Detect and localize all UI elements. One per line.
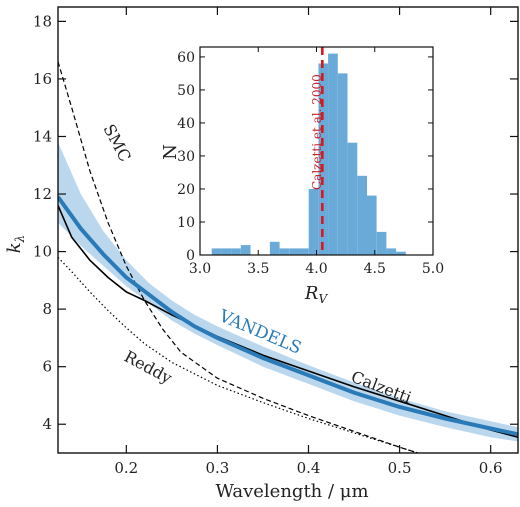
inset-x-tick-label: 4.5 — [364, 261, 386, 277]
histogram-bar — [318, 63, 329, 255]
histogram-bar — [396, 251, 406, 255]
inset-y-tick-label: 60 — [177, 50, 195, 66]
vandels-line — [58, 195, 518, 437]
calzetti-2000-label: Calzetti et al. 2000 — [310, 74, 324, 190]
main-x-tick-label: 0.4 — [297, 459, 321, 477]
main-y-tick-label: 16 — [33, 70, 52, 88]
y-axis-title-main: k — [4, 242, 25, 253]
inset-y-tick-label: 0 — [186, 248, 195, 264]
histogram-bar — [211, 248, 222, 255]
inset-x-axis-title-main: R — [304, 283, 319, 304]
main-x-tick-label: 0.6 — [479, 459, 503, 477]
main-y-tick-label: 14 — [33, 127, 52, 145]
histogram-bar — [308, 189, 319, 255]
main-y-tick-label: 10 — [33, 243, 52, 261]
inset-x-tick-label: 5.0 — [422, 261, 444, 277]
vandels-band-area — [58, 142, 518, 442]
smc-label: SMC — [99, 121, 134, 165]
inset-x-ticks: 3.0 3.5 4.0 4.5 5.0 — [189, 47, 444, 277]
y-axis-title-subscript: λ — [13, 235, 27, 244]
inset-y-tick-label: 40 — [177, 116, 195, 132]
main-y-ticks: 4 6 8 10 12 14 16 18 — [33, 12, 518, 433]
histogram-bar — [269, 241, 280, 255]
y-axis-title: kλ — [4, 235, 27, 254]
histogram-bar — [221, 248, 231, 255]
main-y-tick-label: 6 — [42, 358, 52, 376]
smc-line — [58, 61, 418, 453]
histogram-bar — [376, 231, 387, 255]
histogram-bar — [337, 73, 348, 256]
inset-y-tick-label: 20 — [177, 182, 195, 198]
main-y-tick-label: 8 — [42, 300, 52, 318]
histogram-bar — [386, 248, 397, 255]
main-plot-area: 0.2 0.3 0.4 0.5 0.6 4 6 8 10 12 14 16 18 — [33, 6, 519, 477]
inset-y-tick-label: 50 — [177, 83, 195, 99]
inset-plot-area: 3.0 3.5 4.0 4.5 5.0 0 10 20 30 40 50 60 Calzetti e… — [160, 46, 444, 306]
svg-text:kλ: kλ — [4, 235, 27, 254]
histogram-bar — [289, 248, 300, 255]
main-series-lines — [58, 61, 518, 453]
inset-x-tick-label: 4.0 — [305, 261, 327, 277]
histogram-bar — [347, 142, 358, 255]
main-y-tick-label: 18 — [33, 12, 52, 30]
x-axis-title: Wavelength / μm — [215, 481, 368, 502]
inset-y-axis-title: N — [160, 144, 181, 160]
reddy-label: Reddy — [121, 347, 175, 388]
inset-histogram-bars — [211, 53, 406, 256]
main-x-ticks: 0.2 0.3 0.4 0.5 0.6 — [114, 7, 503, 477]
histogram-bar — [240, 245, 251, 255]
histogram-bar — [279, 248, 290, 255]
main-y-tick-label: 4 — [42, 415, 52, 433]
histogram-bar — [299, 248, 309, 255]
inset-y-tick-label: 30 — [177, 149, 195, 165]
histogram-bar — [366, 195, 377, 255]
inset-y-ticks: 0 10 20 30 40 50 60 — [177, 50, 433, 264]
main-x-tick-label: 0.2 — [114, 459, 138, 477]
main-y-tick-label: 12 — [33, 185, 52, 203]
inset-y-tick-label: 10 — [177, 215, 195, 231]
histogram-bar — [231, 248, 241, 255]
main-x-tick-label: 0.5 — [388, 459, 412, 477]
histogram-bar — [357, 175, 367, 255]
main-plot-frame — [57, 6, 519, 454]
main-x-tick-label: 0.3 — [205, 459, 229, 477]
histogram-bar — [328, 53, 338, 255]
reddy-line — [58, 256, 418, 453]
inset-x-axis-title: RV — [304, 283, 329, 306]
inset-x-tick-label: 3.5 — [247, 261, 269, 277]
inset-x-axis-title-subscript: V — [318, 292, 328, 306]
inset-x-tick-label: 3.0 — [189, 261, 211, 277]
vandels-uncertainty-band — [58, 142, 518, 442]
